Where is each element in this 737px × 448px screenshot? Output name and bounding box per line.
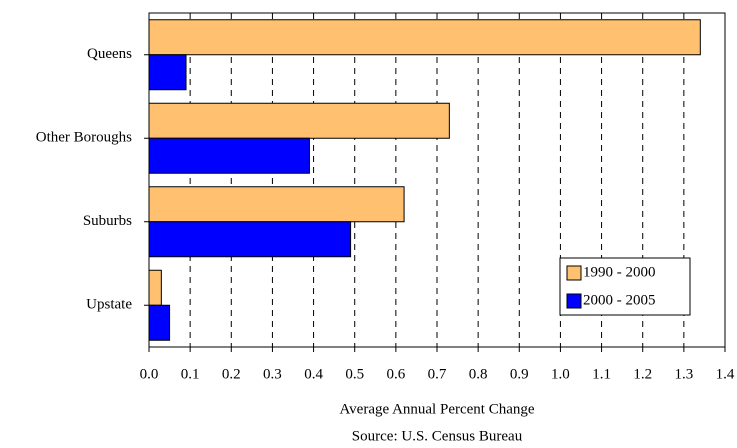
y-tick-label: Queens bbox=[87, 46, 132, 62]
x-tick-label: 0.5 bbox=[345, 366, 364, 382]
legend-label: 1990 - 2000 bbox=[583, 264, 656, 280]
bar bbox=[148, 221, 352, 258]
legend-swatch bbox=[566, 293, 582, 309]
bar bbox=[148, 304, 171, 341]
plot-frame bbox=[148, 12, 726, 348]
legend: 1990 - 2000 2000 - 2005 bbox=[559, 257, 691, 316]
bar bbox=[148, 137, 310, 174]
bar bbox=[148, 102, 450, 139]
y-tick-label: Other Boroughs bbox=[36, 130, 132, 146]
source-note: Source: U.S. Census Bureau bbox=[352, 428, 523, 444]
x-tick-label: 0.0 bbox=[140, 366, 159, 382]
x-tick-label: 0.7 bbox=[428, 366, 447, 382]
x-axis-label: Average Annual Percent Change bbox=[339, 401, 534, 417]
x-tick-label: 1.2 bbox=[633, 366, 652, 382]
legend-box bbox=[559, 257, 691, 316]
x-tick-label: 1.4 bbox=[716, 366, 735, 382]
x-tick-label: 0.3 bbox=[263, 366, 282, 382]
x-tick-label: 0.6 bbox=[386, 366, 405, 382]
y-tick-label: Upstate bbox=[86, 297, 132, 313]
x-tick-label: 0.4 bbox=[304, 366, 323, 382]
x-tick-label: 1.0 bbox=[551, 366, 570, 382]
bar bbox=[148, 19, 701, 56]
x-tick-label: 1.3 bbox=[674, 366, 693, 382]
x-tick-label: 0.1 bbox=[181, 366, 200, 382]
bar bbox=[148, 186, 405, 223]
y-tick-label: Suburbs bbox=[83, 213, 132, 229]
bar bbox=[148, 54, 187, 91]
x-tick-label: 0.9 bbox=[510, 366, 529, 382]
bar bbox=[148, 269, 162, 306]
x-tick-label: 0.2 bbox=[222, 366, 241, 382]
x-tick-label: 0.8 bbox=[469, 366, 488, 382]
legend-label: 2000 - 2005 bbox=[583, 292, 656, 308]
x-tick-label: 1.1 bbox=[592, 366, 611, 382]
legend-swatch bbox=[566, 265, 582, 281]
